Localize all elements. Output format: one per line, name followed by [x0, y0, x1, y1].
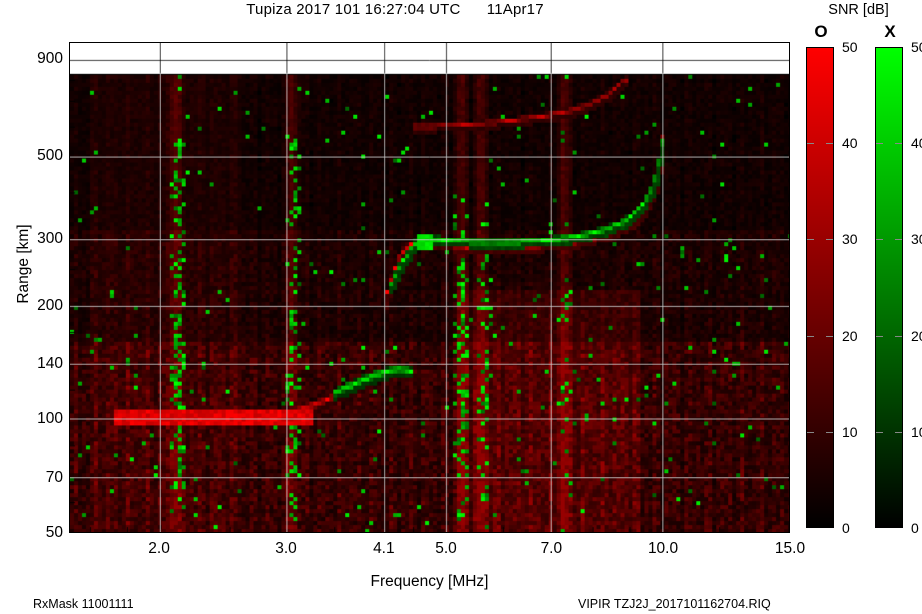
x-tick-10.0: 10.0	[647, 540, 679, 557]
footer-rxmask: RxMask 11001111	[33, 597, 134, 611]
colorbar-title: SNR [dB]	[828, 2, 889, 18]
colorbar-x-tickmark-30	[876, 239, 883, 241]
y-tick-500: 500	[37, 146, 63, 164]
page-title: Tupiza 2017 101 16:27:04 UTC 11Apr17	[246, 1, 544, 18]
colorbar-o-tickmark-30	[807, 239, 814, 241]
colorbar-x-tickmark-10	[895, 431, 902, 433]
colorbar-x-tickmark-10	[876, 431, 883, 433]
x-tick-3.0: 3.0	[275, 540, 297, 557]
x-tick-15.0: 15.0	[774, 540, 806, 557]
colorbar-o-tickmark-10	[807, 431, 814, 433]
colorbar-o-gradient	[806, 47, 834, 528]
y-tick-50: 50	[45, 524, 63, 541]
colorbar-x-tick-40: 40	[911, 135, 922, 152]
y-axis: Range [km] 900 500 300 200 140 100 70 50	[0, 0, 63, 614]
colorbar-x-tickmark-20	[876, 335, 883, 337]
colorbar-o-tickmark-30	[826, 239, 833, 241]
ionogram-data-canvas	[70, 43, 789, 532]
colorbar-o-tickmark-10	[826, 431, 833, 433]
x-tick-4.1: 4.1	[373, 540, 395, 557]
x-tick-5.0: 5.0	[435, 540, 457, 557]
colorbar-o-tickmark-40	[807, 143, 814, 145]
colorbar-o-tick-20: 20	[842, 327, 858, 344]
colorbar-x-tickmark-40	[876, 143, 883, 145]
y-tick-300: 300	[37, 230, 63, 248]
colorbar-o-tickmark-20	[807, 335, 814, 337]
colorbar-x-tickmark-20	[895, 335, 902, 337]
colorbar-x-tick-30: 30	[911, 231, 922, 248]
footer-filename: VIPIR TZJ2J_2017101162704.RIQ	[578, 597, 771, 611]
colorbar-x-tick-20: 20	[911, 327, 922, 344]
colorbar-o-tickmark-20	[826, 335, 833, 337]
colorbar-o-tick-10: 10	[842, 423, 858, 440]
y-tick-140: 140	[37, 355, 63, 373]
colorbar-x-tickmark-40	[895, 143, 902, 145]
colorbar-o-tick-0: 0	[842, 520, 850, 536]
colorbar-x-tick-50: 50	[911, 39, 922, 55]
ionogram-plot[interactable]	[69, 42, 790, 533]
x-tick-7.0: 7.0	[540, 540, 563, 557]
colorbar-o-tick-40: 40	[842, 135, 858, 152]
colorbar-o-tick-30: 30	[842, 231, 858, 248]
y-tick-200: 200	[37, 296, 63, 314]
colorbar-x-tick-0: 0	[911, 520, 919, 536]
colorbar-o-tick-50: 50	[842, 39, 858, 55]
colorbar-x-tick-10: 10	[911, 423, 922, 440]
colorbar-x-tickmark-30	[895, 239, 902, 241]
x-tick-2.0: 2.0	[148, 540, 170, 557]
y-tick-100: 100	[37, 410, 63, 428]
colorbar-o-label: O	[814, 22, 828, 41]
x-axis-label: Frequency [MHz]	[370, 573, 489, 590]
colorbar-x-gradient	[875, 47, 903, 528]
y-tick-70: 70	[45, 468, 63, 486]
colorbar-x-label: X	[884, 22, 896, 41]
colorbar-o-tickmark-40	[826, 143, 833, 145]
y-tick-900: 900	[37, 50, 63, 68]
